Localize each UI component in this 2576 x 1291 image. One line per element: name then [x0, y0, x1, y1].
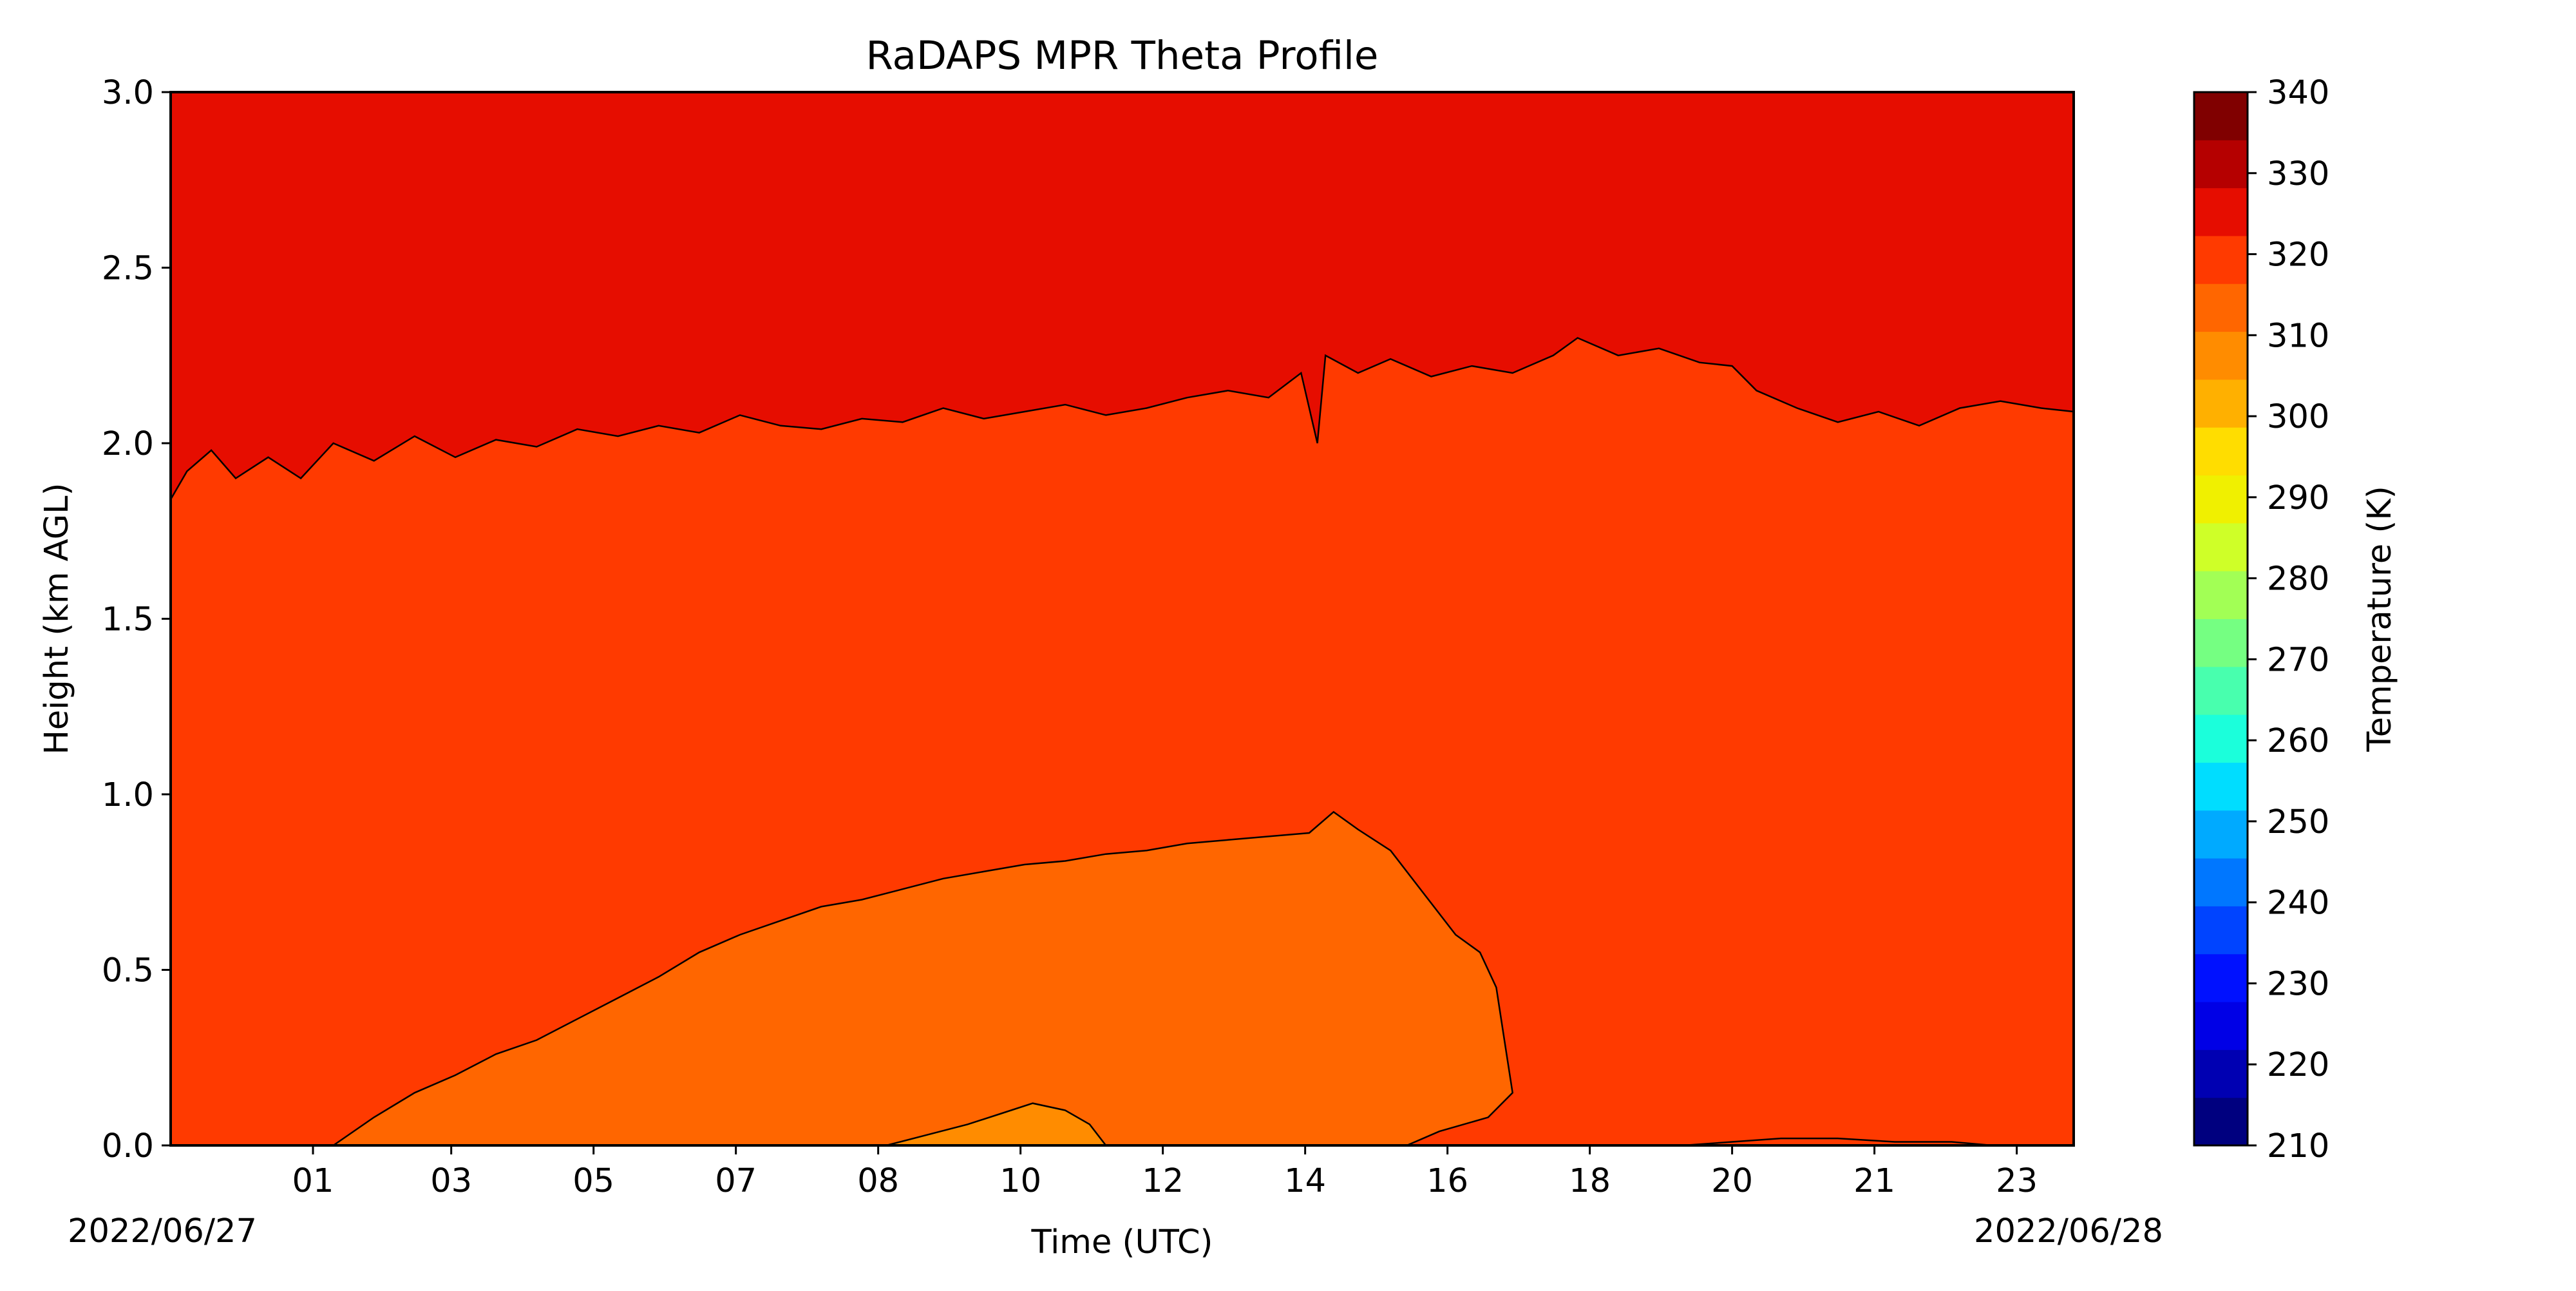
contour-line-2 [886, 1102, 1107, 1147]
colorbar-tick-label: 340 [2267, 74, 2329, 112]
colorbar-tick-label: 270 [2267, 641, 2329, 679]
colorbar-segment [2194, 810, 2248, 859]
colorbar-segment [2194, 283, 2248, 332]
start-date-label: 2022/06/27 [68, 1212, 257, 1250]
colorbar-tick-label: 330 [2267, 155, 2329, 193]
colorbar-tick-label: 230 [2267, 965, 2329, 1003]
colorbar-segment [2194, 140, 2248, 189]
x-tick-label: 14 [1284, 1162, 1326, 1200]
colorbar-segment [2194, 666, 2248, 715]
x-tick-label: 10 [999, 1162, 1041, 1200]
end-date-label: 2022/06/28 [1974, 1212, 2163, 1250]
colorbar-segment [2194, 475, 2248, 524]
fill-region-300-305 [171, 338, 2074, 1145]
colorbar-tick-label: 210 [2267, 1127, 2329, 1165]
colorbar-segment [2194, 235, 2248, 284]
colorbar-segment [2194, 522, 2248, 571]
colorbar-segment [2194, 1097, 2248, 1146]
y-tick-label: 3.0 [102, 74, 154, 112]
colorbar-segment [2194, 427, 2248, 476]
x-tick-label: 12 [1142, 1162, 1184, 1200]
x-tick-label: 23 [1996, 1162, 2038, 1200]
fill-region-295-300 [333, 812, 1513, 1145]
colorbar-segment [2194, 762, 2248, 811]
colorbar-segment [2194, 92, 2248, 140]
colorbar-segment [2194, 714, 2248, 763]
y-tick-label: 1.5 [102, 601, 154, 639]
colorbar-tick-label: 290 [2267, 479, 2329, 517]
colorbar-segment [2194, 571, 2248, 619]
colorbar-tick-label: 280 [2267, 560, 2329, 598]
colorbar-tick-label: 240 [2267, 885, 2329, 923]
colorbar-segment [2194, 187, 2248, 236]
y-tick-label: 0.0 [102, 1127, 154, 1165]
colorbar-tick-label: 250 [2267, 803, 2329, 841]
colorbar-segment [2194, 906, 2248, 955]
x-tick-label: 05 [573, 1162, 614, 1200]
contour-line-3 [1683, 1137, 1993, 1147]
colorbar-segment [2194, 618, 2248, 667]
colorbar-segment [2194, 379, 2248, 428]
colorbar-tick-label: 320 [2267, 236, 2329, 274]
x-tick-label: 08 [857, 1162, 899, 1200]
colorbar-tick-label: 260 [2267, 722, 2329, 760]
y-tick-label: 1.0 [102, 776, 154, 814]
colorbar-tick-label: 310 [2267, 317, 2329, 355]
x-axis-label: Time (UTC) [1031, 1223, 1213, 1261]
x-tick-label: 21 [1853, 1162, 1895, 1200]
chart-title: RaDAPS MPR Theta Profile [866, 33, 1379, 79]
x-tick-label: 20 [1711, 1162, 1753, 1200]
colorbar-label: Temperature (K) [2361, 486, 2399, 752]
x-tick-label: 01 [292, 1162, 334, 1200]
y-tick-label: 2.5 [102, 250, 154, 288]
y-tick-label: 2.0 [102, 425, 154, 463]
x-tick-label: 03 [430, 1162, 472, 1200]
colorbar-segment [2194, 1049, 2248, 1098]
contour-line-1 [332, 810, 1514, 1147]
colorbar-segment [2194, 1002, 2248, 1050]
colorbar-frame [2193, 91, 2249, 1147]
x-tick-label: 16 [1426, 1162, 1468, 1200]
colorbar-tick-label: 220 [2267, 1046, 2329, 1084]
colorbar-segment [2194, 331, 2248, 380]
y-tick-label: 0.5 [102, 952, 154, 990]
contour-line-0 [169, 337, 2074, 500]
colorbar-segment [2194, 953, 2248, 1002]
fill-region-290-295 [886, 1103, 1106, 1145]
colorbar-tick-label: 300 [2267, 398, 2329, 436]
y-axis-label: Height (km AGL) [38, 483, 76, 755]
x-tick-label: 18 [1569, 1162, 1611, 1200]
colorbar-segment [2194, 858, 2248, 906]
x-tick-label: 07 [715, 1162, 757, 1200]
